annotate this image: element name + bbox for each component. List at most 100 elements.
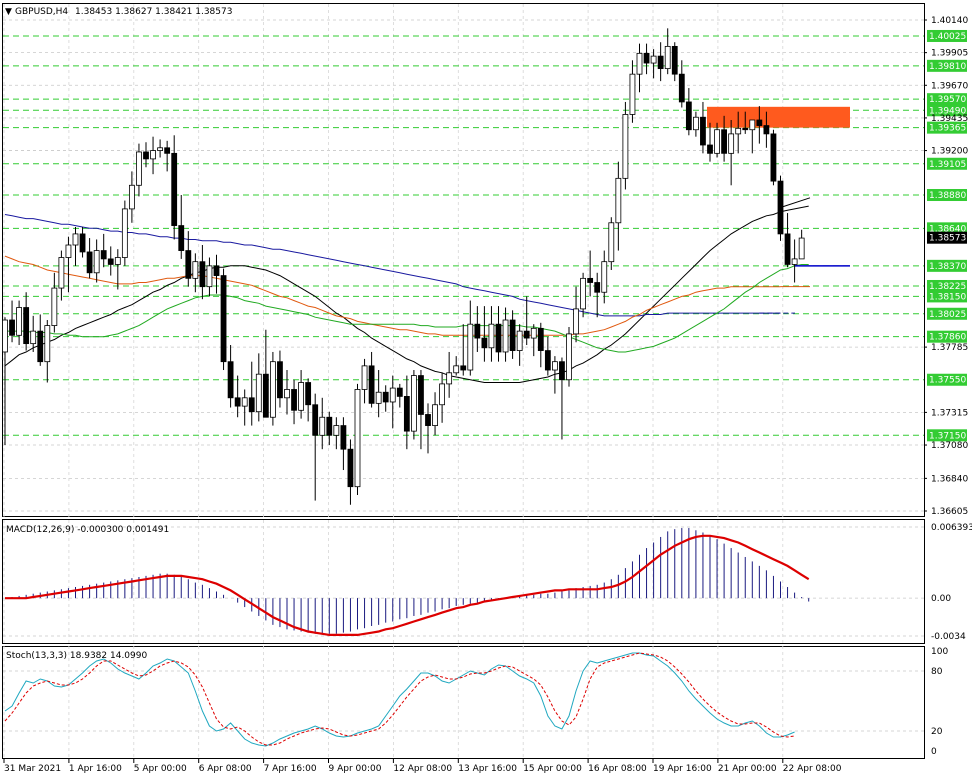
candle[interactable]	[481, 306, 488, 362]
candle[interactable]	[58, 250, 65, 301]
candle[interactable]	[305, 378, 312, 422]
candle[interactable]	[410, 370, 417, 440]
candle[interactable]	[453, 356, 460, 376]
candle[interactable]	[9, 300, 15, 343]
candle[interactable]	[227, 345, 234, 408]
candle[interactable]	[354, 383, 361, 496]
candle[interactable]	[128, 171, 135, 223]
candlesticks[interactable]	[2, 28, 805, 505]
candle[interactable]	[425, 403, 431, 454]
candle[interactable]	[544, 336, 551, 376]
candle[interactable]	[728, 120, 735, 186]
candle[interactable]	[185, 231, 192, 287]
candle[interactable]	[2, 317, 8, 446]
candle[interactable]	[559, 357, 565, 440]
candle[interactable]	[150, 136, 156, 175]
candle[interactable]	[326, 411, 333, 446]
candle[interactable]	[382, 385, 389, 412]
candle[interactable]	[495, 306, 502, 362]
candle[interactable]	[601, 250, 608, 304]
candle[interactable]	[622, 101, 629, 190]
candle[interactable]	[171, 135, 178, 240]
candle[interactable]	[700, 101, 706, 154]
candle[interactable]	[594, 272, 601, 318]
candle[interactable]	[502, 307, 509, 362]
candle[interactable]	[157, 139, 164, 158]
candle[interactable]	[439, 372, 446, 423]
candle[interactable]	[319, 397, 326, 450]
candle[interactable]	[284, 370, 290, 415]
candle[interactable]	[629, 60, 636, 123]
candle[interactable]	[241, 389, 248, 426]
candle[interactable]	[566, 326, 572, 387]
candle[interactable]	[685, 88, 692, 136]
candle[interactable]	[178, 195, 185, 259]
candle[interactable]	[375, 370, 382, 418]
candle[interactable]	[671, 42, 678, 82]
candle[interactable]	[312, 393, 319, 501]
candle[interactable]	[206, 257, 213, 297]
candle[interactable]	[389, 375, 396, 429]
candle[interactable]	[23, 292, 30, 351]
candle[interactable]	[664, 28, 671, 75]
candle[interactable]	[742, 111, 749, 134]
candle[interactable]	[460, 324, 467, 376]
candle[interactable]	[403, 375, 410, 450]
candle[interactable]	[657, 42, 664, 82]
candle[interactable]	[368, 351, 375, 408]
candle[interactable]	[347, 439, 354, 505]
candle[interactable]	[16, 300, 23, 346]
candle[interactable]	[707, 122, 713, 162]
candle[interactable]	[37, 314, 44, 366]
candle[interactable]	[763, 111, 770, 148]
candle[interactable]	[277, 350, 283, 408]
candle[interactable]	[220, 268, 227, 371]
candle[interactable]	[749, 119, 756, 154]
candle[interactable]	[537, 322, 544, 368]
candle[interactable]	[30, 315, 37, 352]
chart-collapse-icon[interactable]: ▼	[5, 7, 12, 17]
candle[interactable]	[636, 43, 643, 93]
candle[interactable]	[446, 351, 453, 398]
candle[interactable]	[721, 115, 727, 162]
candle[interactable]	[291, 379, 297, 425]
candle[interactable]	[587, 250, 594, 297]
candle[interactable]	[121, 200, 128, 266]
candle[interactable]	[333, 417, 340, 450]
candle[interactable]	[248, 361, 255, 426]
candle[interactable]	[114, 249, 121, 290]
candle[interactable]	[580, 272, 586, 318]
candle[interactable]	[86, 238, 93, 279]
candle[interactable]	[552, 356, 558, 394]
candle[interactable]	[714, 122, 720, 158]
candle[interactable]	[756, 106, 763, 144]
candle[interactable]	[523, 296, 530, 346]
candle[interactable]	[51, 272, 58, 333]
candle[interactable]	[509, 310, 516, 359]
candle[interactable]	[693, 111, 699, 137]
candle[interactable]	[615, 161, 622, 251]
candle[interactable]	[650, 49, 657, 79]
candle[interactable]	[100, 233, 107, 268]
candle[interactable]	[798, 229, 805, 260]
candle[interactable]	[269, 351, 276, 426]
candle[interactable]	[474, 306, 481, 352]
candle[interactable]	[192, 253, 199, 293]
candle[interactable]	[136, 143, 142, 197]
candle[interactable]	[107, 246, 114, 276]
candle[interactable]	[199, 245, 206, 300]
candle[interactable]	[262, 329, 269, 418]
candle[interactable]	[234, 375, 241, 418]
candle[interactable]	[777, 175, 784, 241]
candle[interactable]	[770, 129, 777, 186]
candle[interactable]	[643, 43, 650, 75]
candle[interactable]	[467, 300, 474, 376]
candle[interactable]	[340, 417, 347, 471]
candle[interactable]	[608, 217, 615, 271]
candle[interactable]	[72, 226, 79, 266]
candle[interactable]	[298, 370, 305, 419]
candle[interactable]	[573, 286, 579, 343]
candle[interactable]	[418, 370, 424, 450]
